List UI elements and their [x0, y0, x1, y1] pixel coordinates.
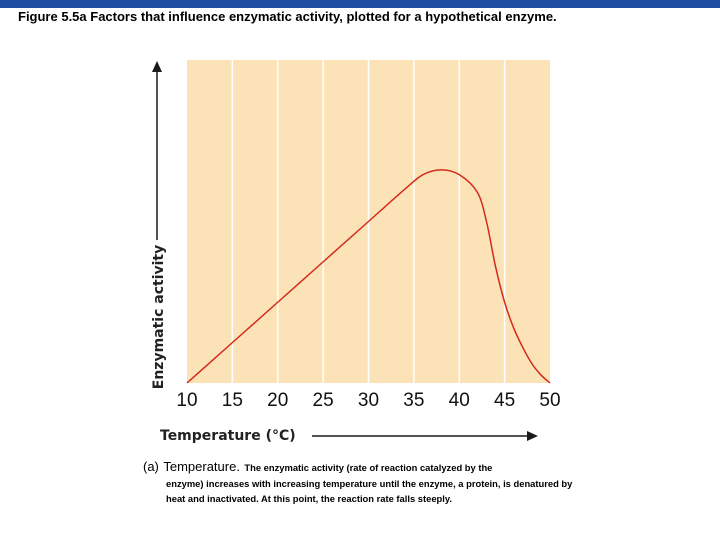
activity-curve	[186, 169, 551, 384]
x-axis-arrowhead	[527, 431, 538, 441]
x-tick-label: 45	[494, 390, 515, 411]
y-axis-arrowhead	[152, 61, 162, 72]
x-tick-label: 30	[358, 390, 379, 411]
x-tick-label: 10	[176, 390, 197, 411]
top-accent-bar	[0, 0, 720, 8]
caption-label: (a)	[143, 459, 159, 474]
x-tick-label: 40	[449, 390, 470, 411]
x-axis-label: Temperature (°C)	[160, 428, 296, 444]
caption-first-line: The enzymatic activity (rate of reaction…	[244, 462, 493, 473]
x-tick-label: 15	[222, 390, 243, 411]
x-tick-label: 35	[403, 390, 424, 411]
x-tick-label: 25	[313, 390, 334, 411]
figure-caption: (a) Temperature. The enzymatic activity …	[143, 458, 593, 506]
x-tick-label: 50	[539, 390, 560, 411]
caption-body: enzyme) increases with increasing temper…	[166, 478, 573, 504]
figure-title: Figure 5.5a Factors that influence enzym…	[18, 9, 557, 24]
x-tick-label: 20	[267, 390, 288, 411]
y-axis-label: Enzymatic activity	[151, 245, 167, 389]
caption-heading: Temperature.	[163, 459, 240, 474]
x-tick-labels: 10 15 20 25 30 35 40 45 50	[176, 390, 560, 411]
